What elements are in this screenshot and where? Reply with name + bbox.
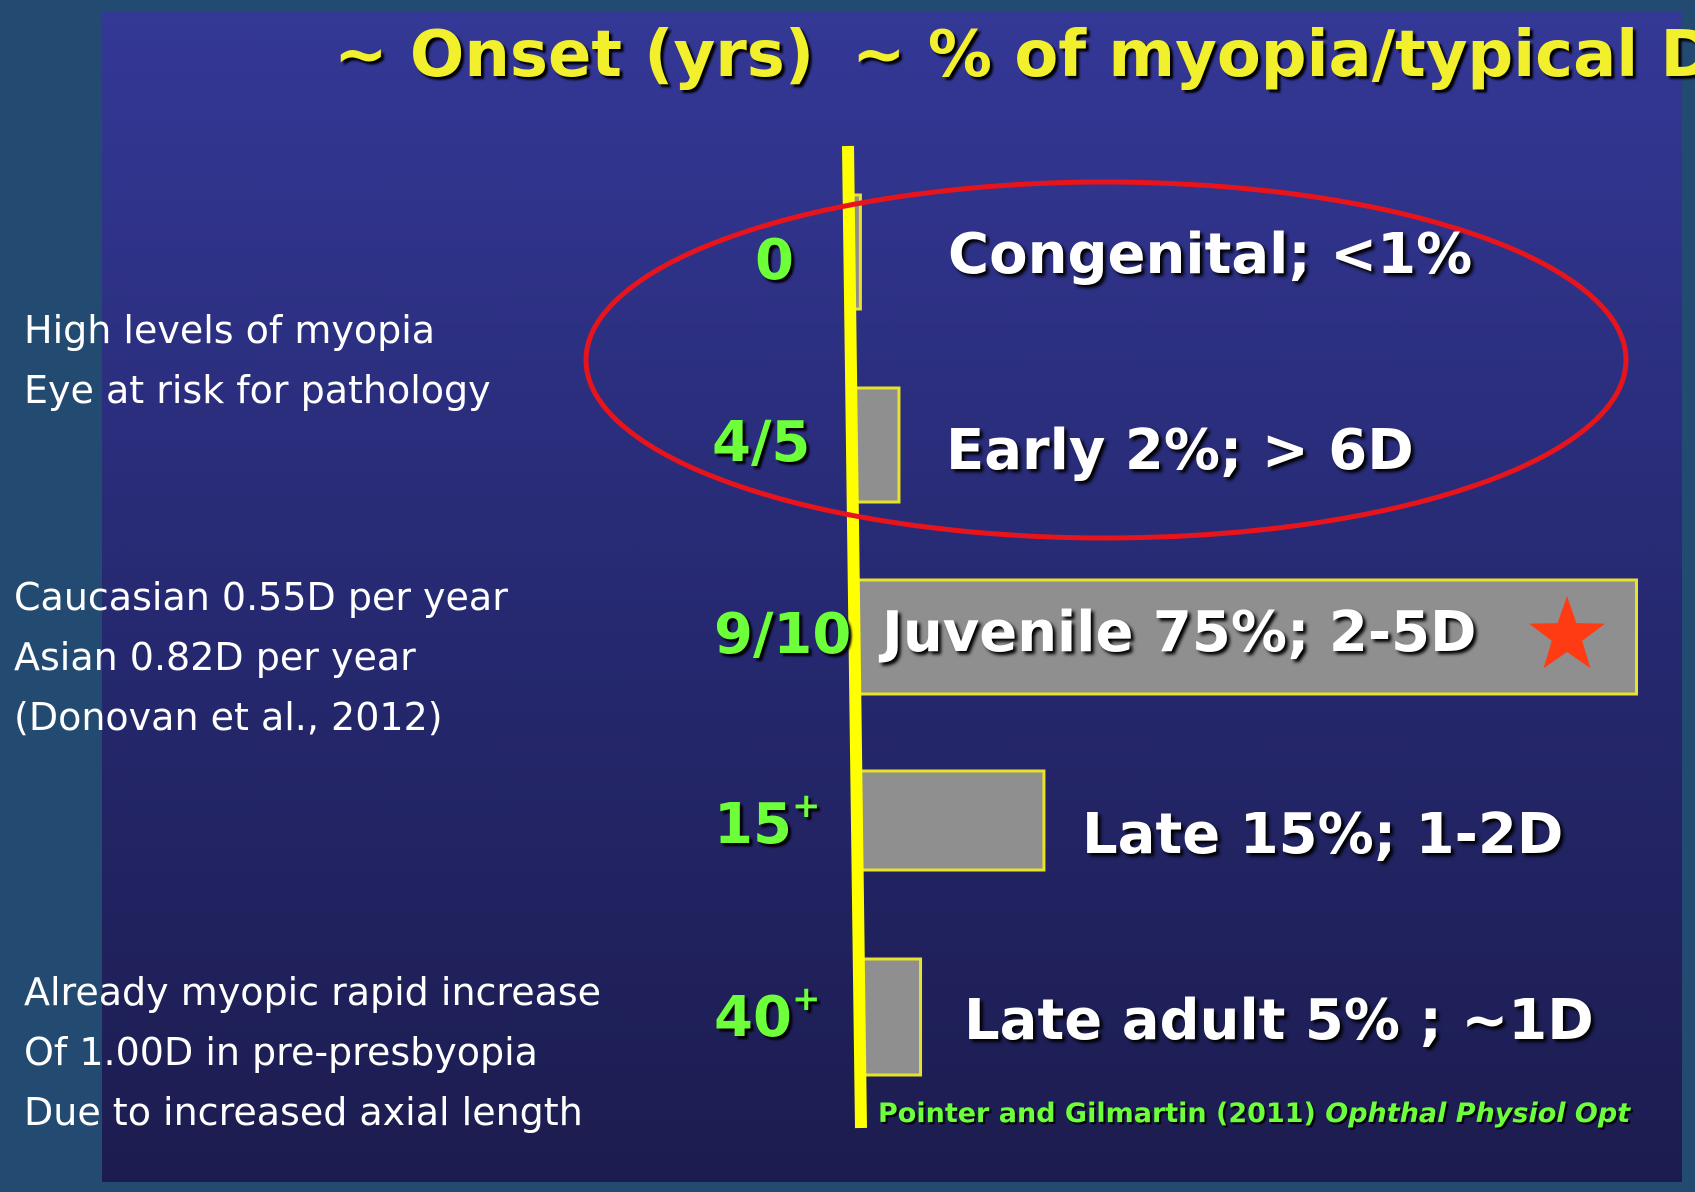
- citation-authors: Pointer and Gilmartin (2011): [878, 1098, 1316, 1129]
- bar-label-late: Late 15%; 1-2D: [1082, 802, 1564, 867]
- onset-axis-line: [842, 145, 867, 1129]
- bar-40+: [855, 957, 923, 1077]
- onset-label-15-plus: 15+: [714, 786, 821, 857]
- note-high-myopia: High levels of myopia Eye at risk for pa…: [24, 300, 491, 420]
- note-adult-onset: Already myopic rapid increase Of 1.00D i…: [24, 962, 601, 1142]
- citation: Pointer and Gilmartin (2011) Ophthal Phy…: [878, 1098, 1630, 1129]
- note-line: (Donovan et al., 2012): [14, 695, 443, 739]
- onset-label-9-10: 9/10: [714, 602, 852, 667]
- bar-label-congenital: Congenital; <1%: [948, 222, 1473, 287]
- note-line: Due to increased axial length: [24, 1090, 583, 1134]
- highlight-ellipse: [583, 179, 1629, 541]
- note-line: High levels of myopia: [24, 308, 436, 352]
- bar-label-juvenile: Juvenile 75%; 2-5D: [882, 600, 1477, 665]
- citation-journal: Ophthal Physiol Opt: [1325, 1098, 1631, 1129]
- note-line: Asian 0.82D per year: [14, 635, 416, 679]
- note-line: Already myopic rapid increase: [24, 970, 602, 1014]
- onset-column-header: ~ Onset (yrs): [334, 18, 815, 92]
- onset-superscript: +: [791, 979, 821, 1020]
- percent-column-header: ~ % of myopia/typical D: [852, 18, 1695, 92]
- onset-label-4-5: 4/5: [712, 410, 811, 475]
- note-line: Of 1.00D in pre-presbyopia: [24, 1030, 538, 1074]
- onset-label-40-plus: 40+: [714, 979, 821, 1050]
- bar-9/10: [850, 578, 1638, 696]
- star-icon: [1529, 596, 1605, 669]
- bar-label-early: Early 2%; > 6D: [946, 418, 1414, 483]
- onset-superscript: +: [791, 786, 821, 827]
- onset-label-0: 0: [755, 228, 794, 293]
- bar-label-late-adult: Late adult 5% ; ~1D: [964, 988, 1594, 1053]
- note-line: Eye at risk for pathology: [24, 368, 491, 412]
- bar-15+: [852, 769, 1046, 872]
- note-progression-rate: Caucasian 0.55D per year Asian 0.82D per…: [14, 567, 508, 747]
- note-line: Caucasian 0.55D per year: [14, 575, 508, 619]
